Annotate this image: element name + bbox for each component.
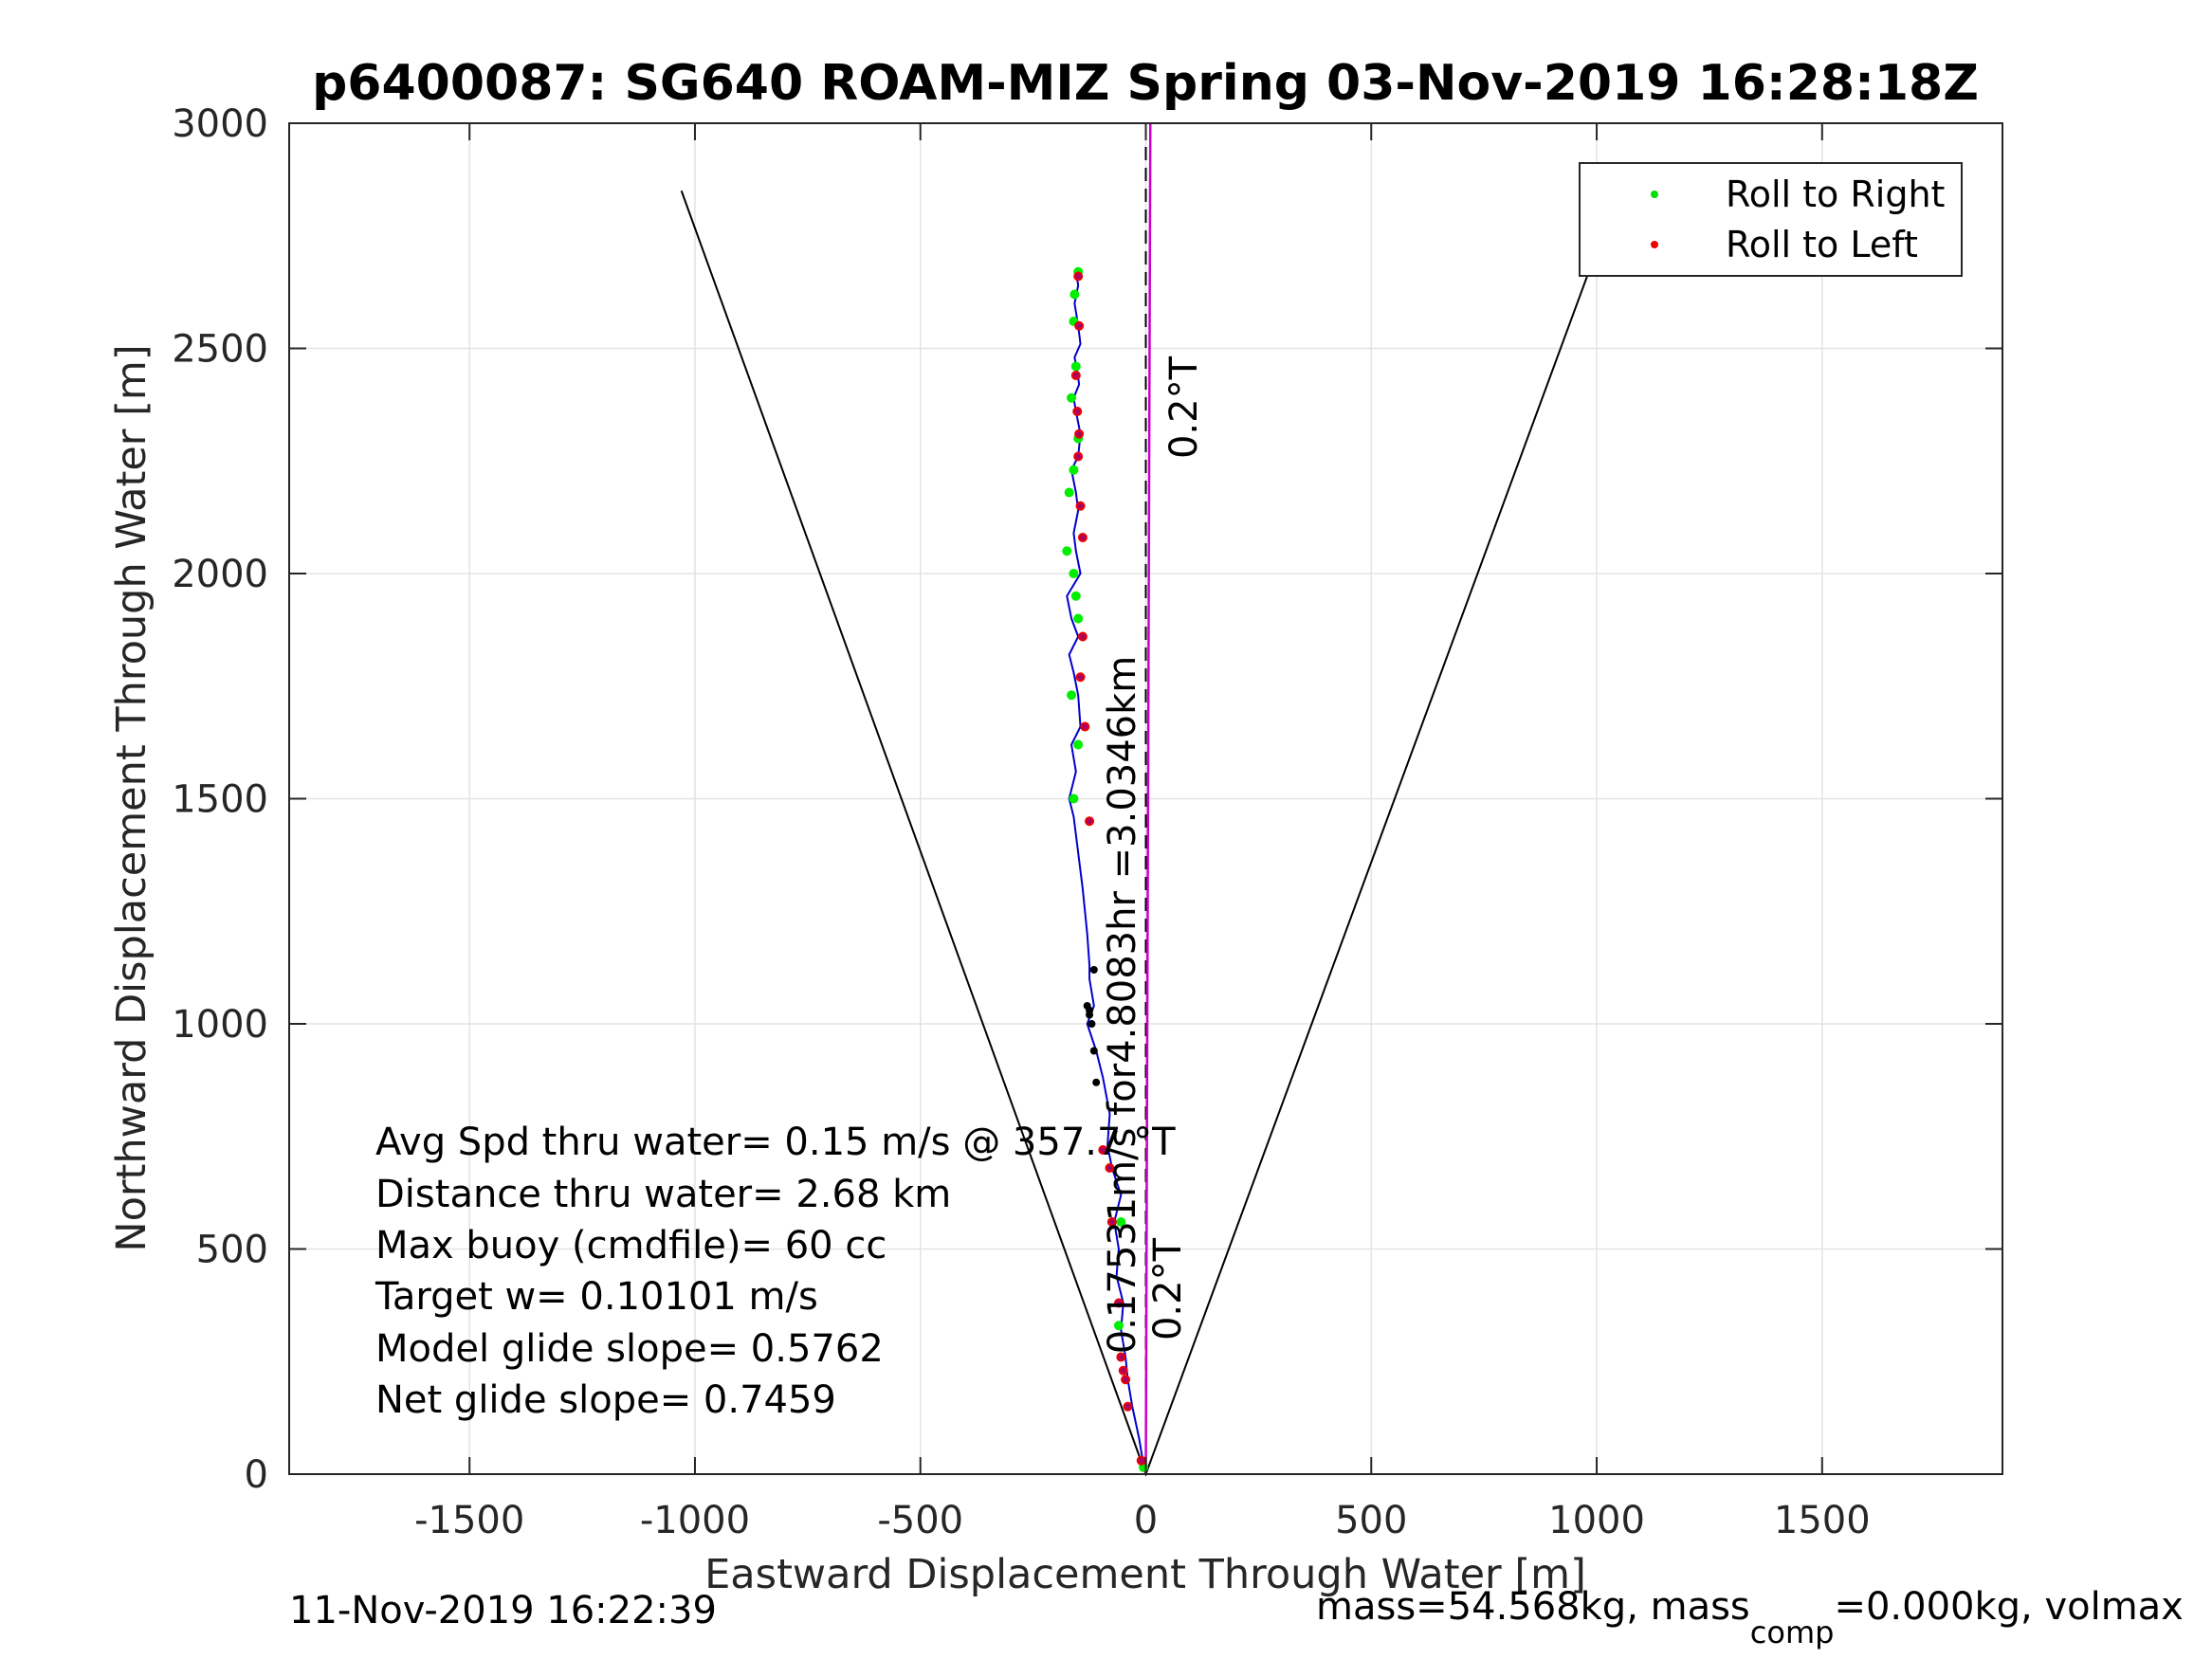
roll-left-point-core (1138, 1457, 1144, 1464)
roll-right-point (1067, 690, 1077, 701)
roll-left-point-core (1072, 373, 1079, 378)
legend-marker-roll-right (1651, 191, 1658, 198)
roll-left-point-core (1124, 1403, 1131, 1410)
x-tick-label: 1000 (1548, 1499, 1645, 1542)
heading-line (1144, 122, 1152, 1475)
track-point (1083, 1002, 1091, 1010)
legend-label-roll-right: Roll to Right (1726, 173, 1945, 215)
roll-left-point-core (1079, 535, 1086, 540)
legend: Roll to Right Roll to Left (1579, 162, 1963, 277)
track (1066, 271, 1147, 1475)
roll-left-point-core (1079, 633, 1086, 640)
stat-max-buoy: Max buoy (cmdfile)= 60 cc (375, 1224, 887, 1267)
stat-net-glide: Net glide slope= 0.7459 (375, 1378, 836, 1422)
roll-left-point-core (1076, 430, 1083, 437)
track-point (1088, 1020, 1096, 1028)
roll-left-point-core (1074, 409, 1081, 414)
y-tick-label: 3000 (172, 102, 268, 146)
roll-right-point (1073, 613, 1084, 624)
stats-block: Avg Spd thru water= 0.15 m/s @ 357.7 °T … (375, 1121, 1176, 1422)
track-line (1066, 271, 1147, 1475)
footer-timestamp: 11-Nov-2019 16:22:39 (289, 1589, 717, 1632)
roll-left-point-core (1100, 1147, 1106, 1153)
roll-right-point (1069, 465, 1079, 475)
stat-avg-speed: Avg Spd thru water= 0.15 m/s @ 357.7 °T (375, 1121, 1176, 1164)
roll-right-point (1113, 1321, 1124, 1331)
roll-right-point (1067, 392, 1077, 403)
roll-left-point-core (1108, 1219, 1115, 1225)
roll-left-point-core (1115, 1300, 1122, 1306)
heading-label-top: 0.2°T (1162, 356, 1206, 459)
roll-left-point-core (1118, 1354, 1124, 1360)
y-tick-label: 0 (245, 1453, 268, 1497)
track-point (1092, 1078, 1101, 1086)
footer-mass: mass=54.568kg, masscomp=0.000kg, volmax (1316, 1585, 2184, 1650)
y-tick-label: 2500 (172, 328, 268, 372)
roll-left-point-core (1075, 453, 1082, 460)
roll-right-point (1069, 569, 1079, 578)
roll-right-point (1069, 289, 1080, 300)
ticks (289, 122, 2002, 1475)
x-tick-label: 500 (1335, 1499, 1407, 1542)
y-tick-label: 1500 (172, 778, 268, 822)
track-point (1089, 966, 1098, 974)
x-tick-label: -1000 (640, 1499, 750, 1542)
stat-model-glide: Model glide slope= 0.5762 (375, 1327, 884, 1371)
footer-mass-suffix: =0.000kg, volmax (1834, 1585, 2183, 1629)
roll-right-point (1069, 793, 1079, 804)
track-point (1089, 1047, 1098, 1055)
x-tick-label: -1500 (414, 1499, 524, 1542)
roll-right-point (1062, 546, 1072, 556)
roll-left-point-core (1106, 1165, 1113, 1171)
vertical-speed-label: 0.17531m/s for4.8083hr =3.0346km (1101, 656, 1144, 1354)
stat-distance: Distance thru water= 2.68 km (375, 1173, 951, 1216)
footer-mass-prefix: mass=54.568kg, mass (1316, 1585, 1750, 1629)
roll-left-point-core (1120, 1367, 1126, 1374)
roll-left-point-core (1075, 273, 1082, 280)
roll-left-point-core (1077, 502, 1084, 509)
roll-right-point (1064, 487, 1074, 498)
heading-label-bottom: 0.2°T (1146, 1237, 1190, 1340)
legend-box (1579, 162, 1963, 277)
heading-lines (1144, 122, 1152, 1475)
roll-left-point-core (1082, 723, 1088, 730)
roll-left-point-core (1123, 1376, 1129, 1383)
legend-marker-roll-left (1651, 241, 1658, 248)
x-axis-label: Eastward Displacement Through Water [m] (704, 1551, 1586, 1598)
roll-left-point-core (1087, 818, 1093, 825)
y-tick-label: 500 (196, 1229, 268, 1272)
roll-right-point (1070, 361, 1081, 372)
roll-right-point (1070, 591, 1081, 601)
footer-mass-sub: comp (1750, 1614, 1835, 1650)
y-tick-label: 1000 (172, 1003, 268, 1047)
roll-right-point (1073, 739, 1084, 750)
y-tick-label: 2000 (172, 553, 268, 596)
roll-left-point-core (1077, 674, 1084, 681)
legend-label-roll-left: Roll to Left (1726, 224, 1918, 265)
tick-labels: -1500 -1000 -500 0 500 1000 1500 0 500 1000 1500 20… (172, 102, 1870, 1542)
roll-right-point (1116, 1217, 1126, 1227)
x-tick-label: -500 (877, 1499, 963, 1542)
y-axis-label: Northward Displacement Through Water [m] (108, 344, 155, 1251)
chart-title: p6400087: SG640 ROAM-MIZ Spring 03-Nov-2… (312, 55, 1979, 112)
roll-points (1062, 266, 1149, 1472)
x-tick-label: 1500 (1774, 1499, 1871, 1542)
stat-target-w: Target w= 0.10101 m/s (375, 1275, 818, 1319)
x-tick-label: 0 (1134, 1499, 1158, 1542)
roll-left-point-core (1076, 322, 1083, 329)
